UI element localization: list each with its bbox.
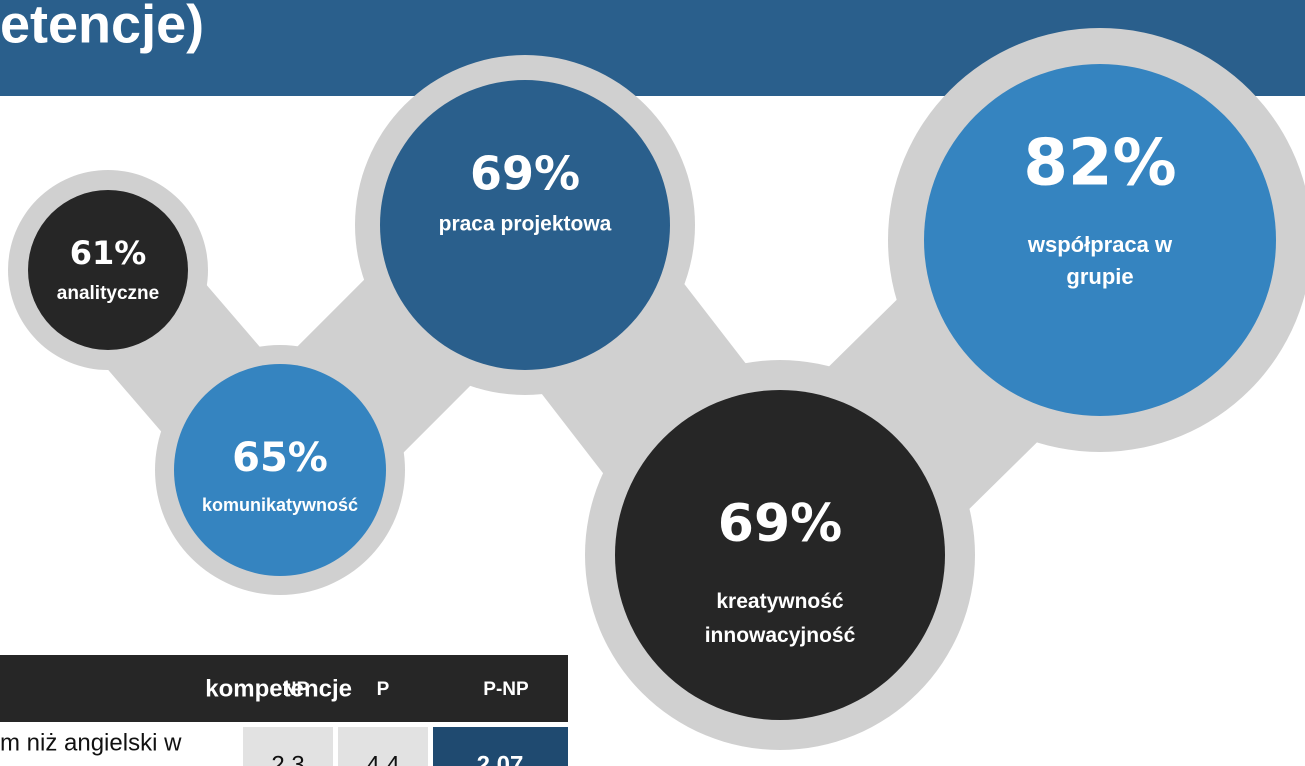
table-header-cell: NP xyxy=(283,679,310,700)
table-cell xyxy=(243,727,333,766)
bubble-value: 69% xyxy=(718,494,842,554)
bubble-label: współpraca w grupie xyxy=(1027,232,1173,289)
bubble xyxy=(28,190,188,350)
bubble xyxy=(174,364,386,576)
bubble xyxy=(615,390,945,720)
table-header xyxy=(0,655,568,722)
header-title: etencje) xyxy=(0,0,204,54)
table-header-cell: kompetencje xyxy=(205,675,352,702)
bubble-value: 65% xyxy=(232,435,328,481)
bubble-label: praca projektowa xyxy=(439,213,612,236)
table-header-cell: P-NP xyxy=(483,679,529,700)
bubble-label: komunikatywność xyxy=(202,495,358,515)
table-cell-text: 2.3 xyxy=(271,751,304,766)
table-cell-text: 2.07 xyxy=(477,751,524,766)
table-cell xyxy=(338,727,428,766)
table-cell-text: 4.4 xyxy=(366,751,399,766)
bubble xyxy=(924,64,1276,416)
bubble-label: kreatywność innowacyjność xyxy=(705,590,856,647)
bubble-label: analityczne xyxy=(57,283,159,304)
bubble-value: 61% xyxy=(70,234,147,272)
table-cell xyxy=(433,727,568,766)
table-row-label: m niż angielski w xyxy=(0,729,182,756)
bubble xyxy=(380,80,670,370)
table-header-cell: P xyxy=(377,679,390,700)
bubble-value: 69% xyxy=(470,147,580,201)
bubble-value: 82% xyxy=(1023,127,1176,201)
